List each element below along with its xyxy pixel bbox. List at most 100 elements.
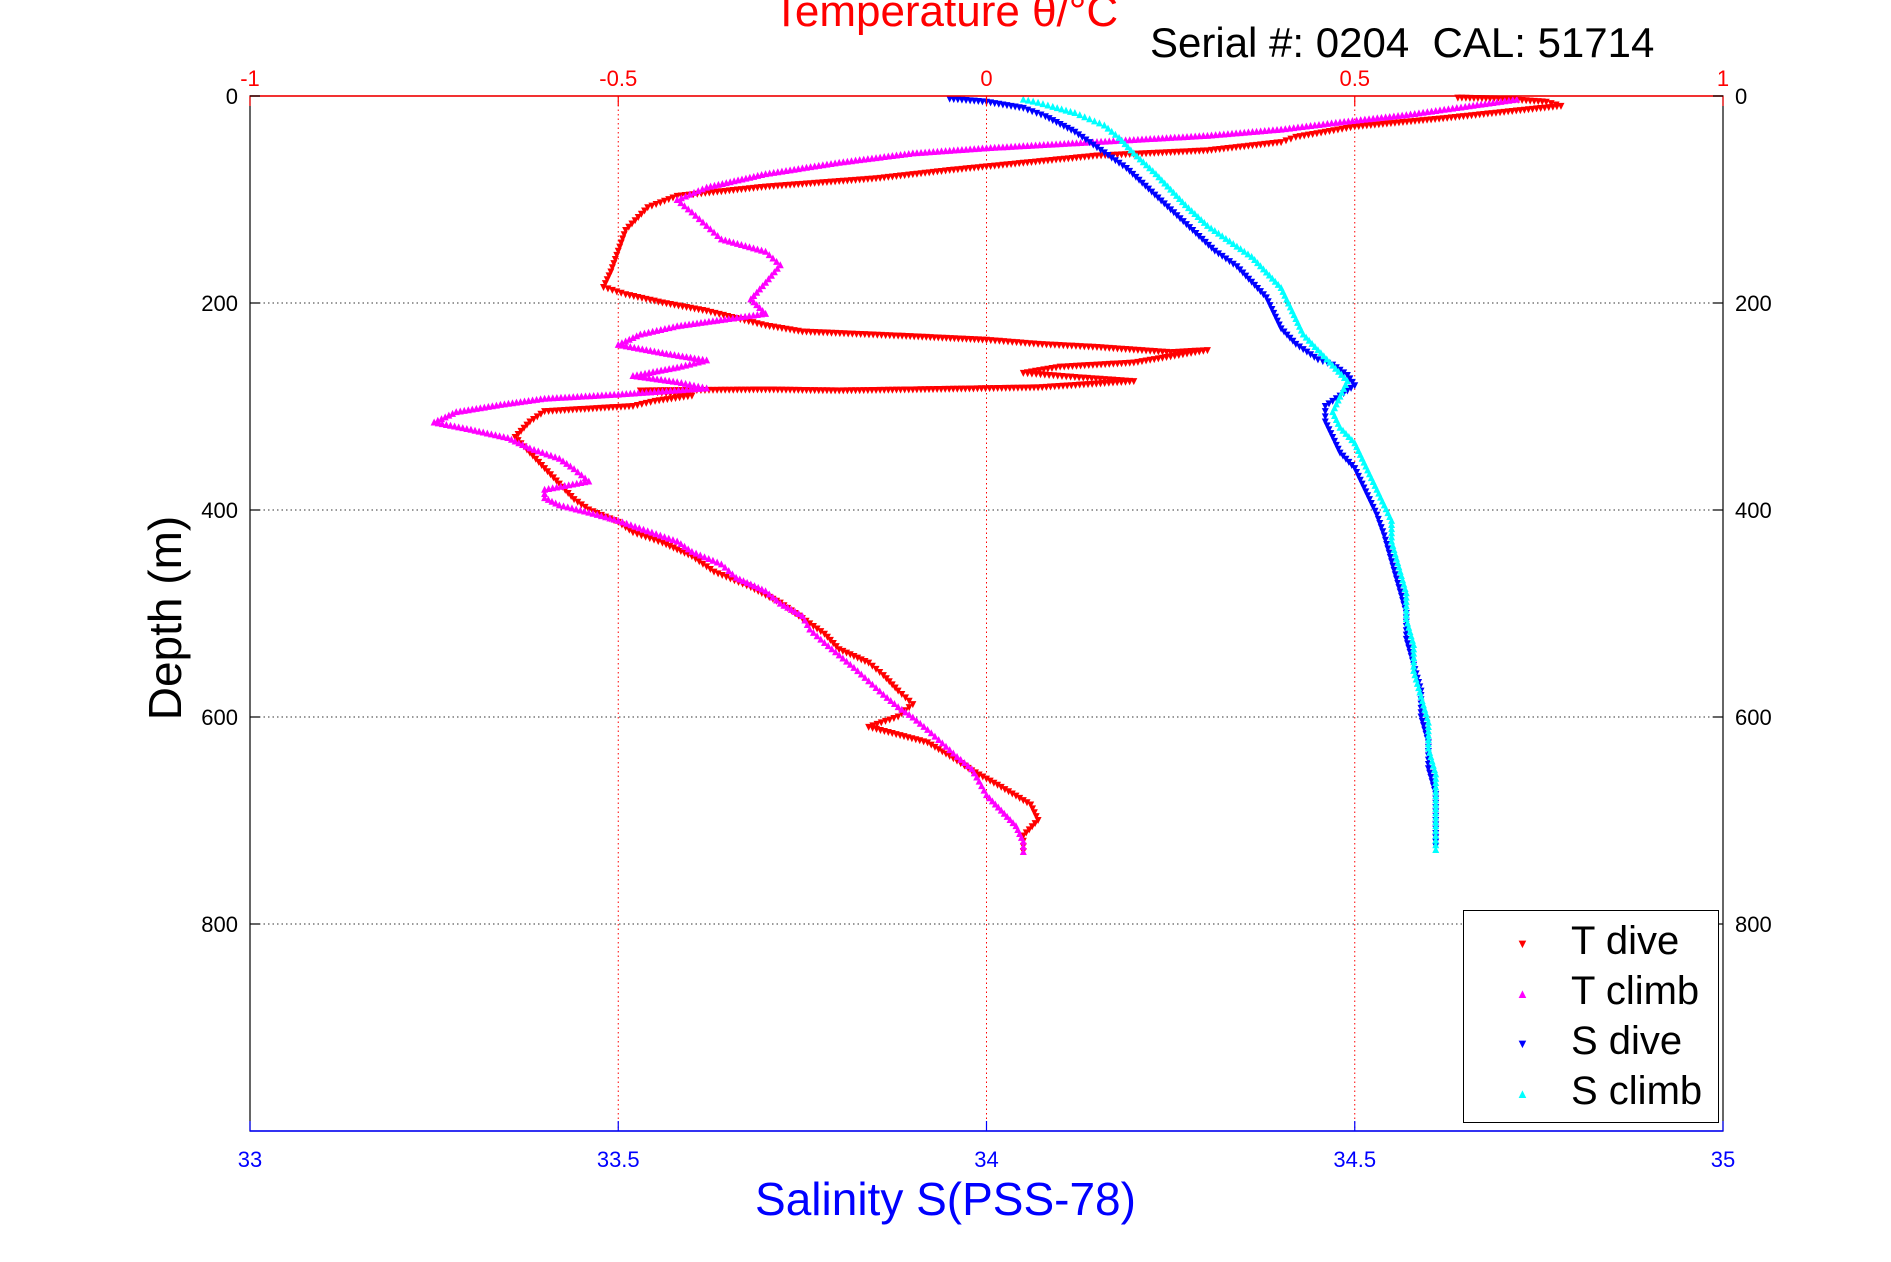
data-point-t-climb xyxy=(644,527,652,535)
data-point-s-climb xyxy=(1415,684,1423,692)
data-point-s-dive xyxy=(1310,353,1318,361)
data-point-t-climb xyxy=(1457,103,1465,111)
data-point-t-climb xyxy=(706,225,714,233)
data-point-t-climb xyxy=(636,330,644,338)
data-point-t-climb xyxy=(846,660,854,668)
data-point-s-dive xyxy=(1356,476,1364,484)
data-point-s-climb xyxy=(1049,102,1057,110)
data-point-t-climb xyxy=(960,759,968,767)
data-point-s-climb xyxy=(1062,106,1070,114)
data-point-s-dive xyxy=(1321,408,1329,416)
data-point-t-dive xyxy=(894,687,902,695)
data-point-s-dive xyxy=(1395,584,1403,592)
temperature-tick-label: 0 xyxy=(980,66,992,91)
data-point-s-climb xyxy=(1121,140,1129,148)
data-point-t-climb xyxy=(438,420,446,428)
data-point-t-climb xyxy=(751,582,759,590)
data-point-t-climb xyxy=(713,558,721,566)
data-point-t-climb xyxy=(654,348,662,356)
data-point-t-climb xyxy=(577,479,585,487)
data-point-s-climb xyxy=(1254,259,1262,267)
data-point-s-dive xyxy=(1082,136,1090,144)
data-point-t-climb xyxy=(434,419,442,427)
data-point-t-climb xyxy=(766,169,774,177)
data-point-t-dive xyxy=(1023,799,1031,807)
data-point-t-climb xyxy=(970,769,978,777)
data-point-t-climb xyxy=(656,531,664,539)
data-point-t-climb xyxy=(843,657,851,665)
data-point-s-climb xyxy=(1259,265,1267,273)
data-point-t-climb xyxy=(1307,121,1315,129)
data-point-t-climb xyxy=(1436,106,1444,114)
data-point-t-climb xyxy=(913,716,921,724)
data-point-s-dive xyxy=(1211,247,1219,255)
legend: ▼ T dive ▲ T climb ▼ S dive ▲ S climb xyxy=(1463,910,1719,1123)
data-point-t-climb xyxy=(634,344,642,352)
data-point-s-dive xyxy=(1089,141,1097,149)
data-point-s-dive xyxy=(1390,566,1398,574)
data-point-t-climb xyxy=(690,188,698,196)
data-point-t-climb xyxy=(703,356,711,364)
data-point-s-climb xyxy=(1432,796,1440,804)
data-point-t-dive xyxy=(997,783,1005,791)
data-point-s-climb xyxy=(1402,593,1410,601)
data-point-t-climb xyxy=(557,482,565,490)
data-point-s-climb xyxy=(1262,268,1270,276)
data-point-t-climb xyxy=(690,359,698,367)
data-point-s-climb xyxy=(1170,188,1178,196)
data-point-t-climb xyxy=(894,703,902,711)
data-point-t-climb xyxy=(507,435,515,443)
data-point-t-climb xyxy=(765,251,773,259)
data-point-t-climb xyxy=(737,313,745,321)
data-point-s-climb xyxy=(1336,423,1344,431)
data-point-t-climb xyxy=(686,380,694,388)
data-point-t-dive xyxy=(616,243,624,251)
data-point-t-climb xyxy=(684,205,692,213)
data-point-s-dive xyxy=(1273,317,1281,325)
data-point-t-climb xyxy=(722,179,730,187)
data-point-t-dive xyxy=(611,256,619,264)
data-point-t-climb xyxy=(653,326,661,334)
data-point-t-climb xyxy=(756,304,764,312)
data-point-t-climb xyxy=(479,428,487,436)
data-point-t-climb xyxy=(762,309,770,317)
data-point-s-dive xyxy=(1272,313,1280,321)
data-point-s-dive xyxy=(1369,503,1377,511)
data-point-s-climb xyxy=(1432,831,1440,839)
data-point-t-climb xyxy=(640,329,648,337)
data-point-t-dive xyxy=(813,625,821,633)
data-point-t-dive xyxy=(620,231,628,239)
data-point-t-climb xyxy=(1432,106,1440,114)
data-point-t-climb xyxy=(1332,118,1340,126)
data-point-t-climb xyxy=(729,314,737,322)
data-point-t-climb xyxy=(813,632,821,640)
data-point-s-dive xyxy=(1266,302,1274,310)
data-point-t-climb xyxy=(1315,120,1323,128)
data-point-s-climb xyxy=(1429,761,1437,769)
data-point-t-climb xyxy=(698,357,706,365)
data-point-t-climb xyxy=(991,800,999,808)
data-point-s-climb xyxy=(1320,352,1328,360)
data-point-t-dive xyxy=(872,665,880,673)
data-point-t-climb xyxy=(750,292,758,300)
data-point-t-dive xyxy=(614,247,622,255)
data-point-t-dive xyxy=(898,690,906,698)
data-point-s-climb xyxy=(1402,602,1410,610)
data-point-s-climb xyxy=(1207,224,1215,232)
data-point-t-climb xyxy=(817,635,825,643)
data-point-t-climb xyxy=(638,345,646,353)
data-point-t-climb xyxy=(635,524,643,532)
data-point-t-climb xyxy=(459,424,467,432)
data-point-t-climb xyxy=(665,365,673,373)
data-point-s-dive xyxy=(1427,773,1435,781)
data-point-t-climb xyxy=(707,182,715,190)
data-point-s-climb xyxy=(1424,722,1432,730)
data-point-t-climb xyxy=(669,364,677,372)
data-point-t-climb xyxy=(626,343,634,351)
data-point-t-dive xyxy=(979,773,987,781)
data-point-s-climb xyxy=(1155,173,1163,181)
data-point-t-climb xyxy=(1323,119,1331,127)
legend-label-t-dive: T dive xyxy=(1571,919,1680,963)
data-point-t-climb xyxy=(835,651,843,659)
data-point-t-climb xyxy=(548,497,556,505)
